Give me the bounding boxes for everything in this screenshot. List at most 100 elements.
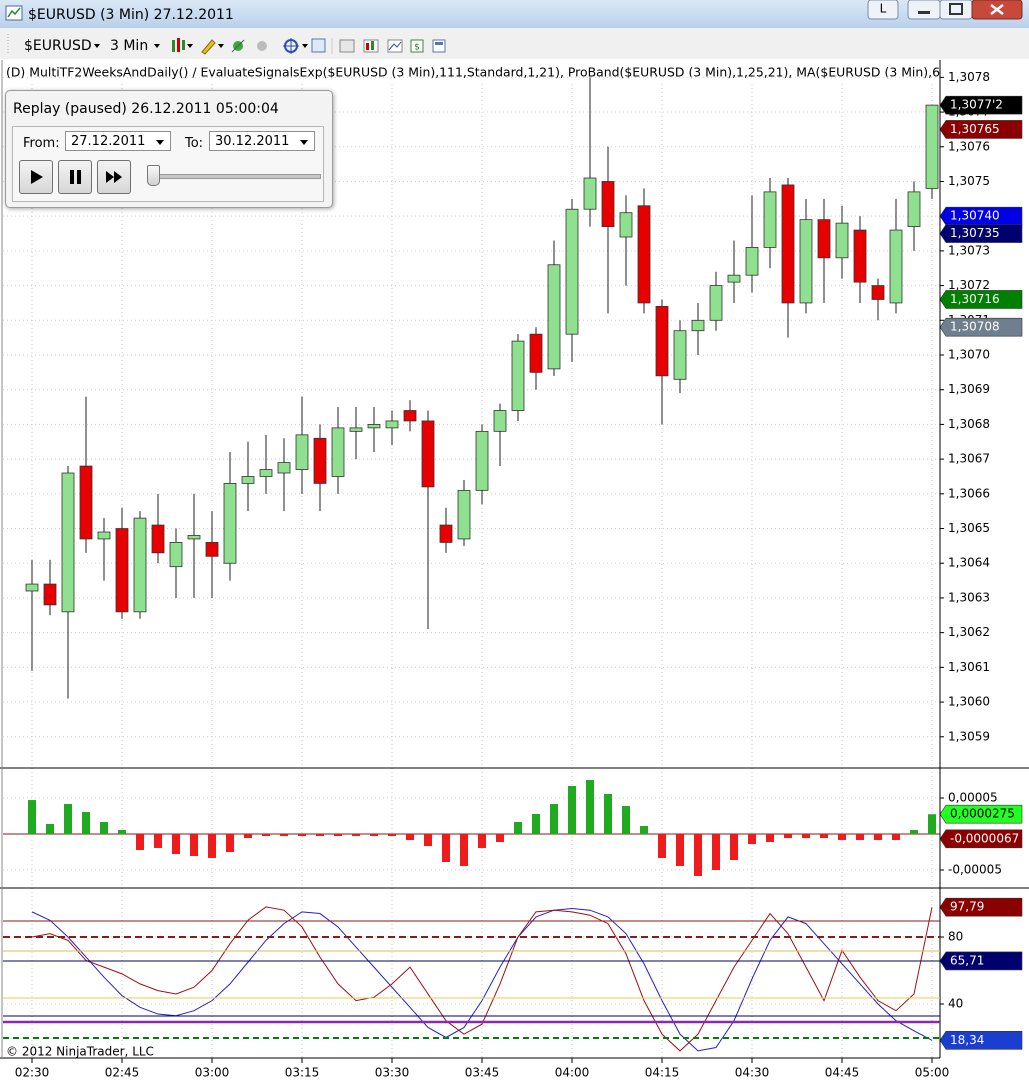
- fast-forward-button[interactable]: [97, 160, 131, 194]
- candle-body: [835, 222, 849, 259]
- candle-body: [925, 104, 939, 189]
- candle-body: [205, 542, 219, 557]
- histogram-bar: [910, 829, 918, 835]
- title-bar: [0, 0, 1029, 28]
- price-flag-label: 65,71: [950, 953, 984, 967]
- histogram-bar: [352, 834, 360, 837]
- histogram-bar: [532, 813, 540, 835]
- to-date[interactable]: 30.12.2011: [209, 131, 315, 151]
- window-title: $EURUSD (3 Min) 27.12.2011: [28, 7, 234, 23]
- candle-body: [511, 340, 525, 411]
- histogram-bar: [118, 829, 126, 835]
- dropdown-arrow: [94, 44, 100, 48]
- candle-body: [547, 264, 561, 370]
- histogram-bar: [730, 834, 738, 860]
- histogram-bar: [694, 834, 702, 876]
- maximize-icon: [949, 3, 963, 15]
- candle-body: [457, 489, 471, 540]
- y-tick-label: 1,3078: [948, 70, 990, 84]
- y-tick-label: 1,3075: [948, 174, 990, 188]
- histogram-bar: [820, 834, 828, 839]
- histogram-bar: [388, 834, 396, 837]
- pause-button[interactable]: [58, 160, 92, 194]
- candle-body: [565, 208, 579, 335]
- price-flag-label: 1,30740: [950, 209, 1000, 223]
- y-tick-label: 1,3064: [948, 556, 990, 570]
- candle-body: [727, 274, 741, 283]
- candle-body: [349, 427, 363, 432]
- histogram-bar: [64, 803, 72, 835]
- histogram-bar: [190, 834, 198, 857]
- price-flag: [939, 290, 1023, 309]
- candle-body: [295, 434, 309, 470]
- price-flag: [939, 317, 1023, 337]
- histogram-bar: [334, 834, 342, 837]
- y-tick-label: 1,3066: [948, 486, 990, 500]
- price-flag-label: 1,30716: [950, 292, 1000, 306]
- from-label: From:: [23, 136, 60, 151]
- candle-body: [241, 476, 255, 484]
- histogram-bar: [622, 806, 630, 835]
- price-flag: [939, 1030, 1023, 1050]
- maximize-button[interactable]: [939, 0, 973, 20]
- time-label: 02:45: [105, 1066, 140, 1080]
- candle-body: [601, 181, 615, 227]
- histogram-bar: [748, 834, 756, 845]
- app-icon-line: [7, 7, 21, 18]
- histogram-bar: [424, 834, 432, 847]
- histogram-bar: [208, 834, 216, 858]
- y-tick-label: 1,3067: [948, 452, 990, 466]
- close-icon: [990, 4, 1004, 15]
- histogram-bar: [226, 834, 234, 853]
- histogram-bar: [496, 834, 504, 843]
- candle-body: [79, 465, 93, 540]
- price-flag-label: 18,34: [950, 1033, 984, 1047]
- histogram-bar: [478, 834, 486, 848]
- candle-body: [25, 583, 39, 592]
- y-tick-label: 1,3070: [948, 348, 990, 362]
- candle-body: [97, 531, 111, 540]
- candle-body: [421, 420, 435, 488]
- candle-body: [259, 469, 273, 477]
- candle-body: [853, 229, 867, 283]
- candle-body: [763, 191, 777, 248]
- chart-area: [0, 59, 1029, 1090]
- price-flag-label: 97,79: [950, 900, 984, 914]
- price-flag: [939, 951, 1023, 971]
- price-flag-label: 1,30765: [950, 122, 1000, 136]
- to-label: To:: [185, 136, 204, 151]
- price-flag: [939, 224, 1023, 243]
- replay-slider-thumb[interactable]: [147, 165, 160, 186]
- candle-body: [745, 247, 759, 276]
- time-label: 03:15: [285, 1066, 320, 1080]
- candle-body: [403, 410, 417, 422]
- histogram-bar: [604, 793, 612, 835]
- price-flag: [939, 206, 1023, 226]
- histogram-bar: [766, 834, 774, 843]
- histogram-bar: [568, 785, 576, 835]
- y-tick-label: 1,3060: [948, 695, 990, 709]
- price-flag: [939, 897, 1023, 917]
- replay-slider[interactable]: [153, 174, 321, 179]
- toolbar-icons[interactable]: $: [172, 38, 446, 55]
- replay-controls: From: 27.12.2011 To: 30.12.2011: [12, 126, 324, 202]
- candle-body: [907, 191, 921, 227]
- plots: 02:30 02:45 03:00 03:15 03:30 03:45 04:00 04:15…: [3, 70, 1023, 1080]
- interval-selector[interactable]: 3 Min: [110, 38, 148, 54]
- histogram-bar: [136, 834, 144, 850]
- link-button[interactable]: [867, 0, 899, 20]
- candle-body: [331, 427, 345, 477]
- candle-body: [709, 285, 723, 321]
- price-flag-label: 1,30708: [950, 320, 1000, 334]
- histogram-bar: [856, 834, 864, 840]
- minimize-button[interactable]: [907, 0, 941, 20]
- histogram-bar: [370, 834, 378, 837]
- instrument-selector[interactable]: $EURUSD: [24, 38, 92, 54]
- candle-body: [889, 229, 903, 304]
- link-button-label[interactable]: L: [880, 2, 887, 16]
- histogram-bar: [784, 834, 792, 839]
- candle-body: [673, 330, 687, 380]
- candle-body: [367, 424, 381, 429]
- from-date[interactable]: 27.12.2011: [65, 131, 171, 151]
- play-button[interactable]: [19, 160, 53, 194]
